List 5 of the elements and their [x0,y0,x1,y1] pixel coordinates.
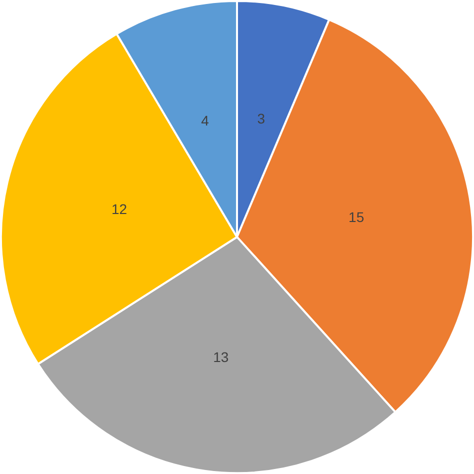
data-label: 4 [201,112,210,128]
data-label: 13 [213,348,229,365]
data-label: 3 [257,110,266,126]
data-label: 12 [111,200,128,217]
data-label: 15 [348,208,364,225]
